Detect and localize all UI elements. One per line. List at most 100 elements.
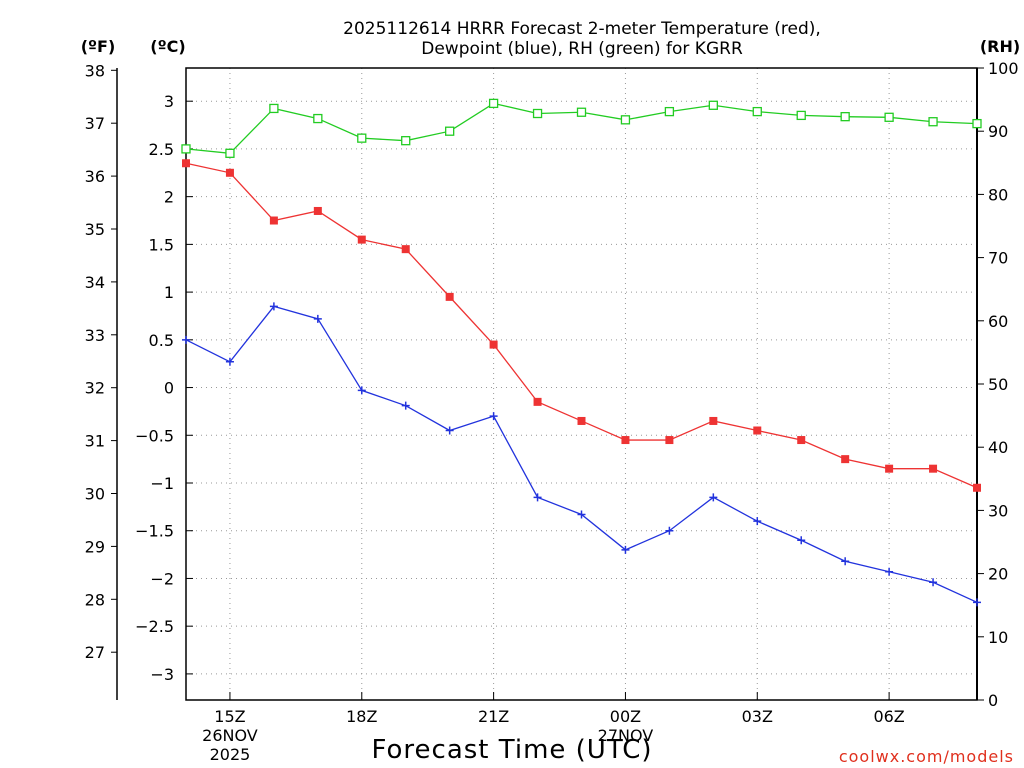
fahrenheit-tick-label: 35 bbox=[85, 220, 105, 239]
dewpoint-series bbox=[182, 302, 981, 607]
temperature-point bbox=[533, 397, 542, 406]
rh-point bbox=[928, 117, 938, 127]
time-tick-label: 21Z bbox=[478, 707, 509, 726]
year-label: 2025 bbox=[210, 745, 251, 764]
rh-tick-label: 30 bbox=[988, 501, 1008, 520]
temperature-point bbox=[709, 416, 718, 425]
temperature-point bbox=[182, 159, 190, 168]
rh-point bbox=[313, 113, 323, 124]
temperature-point bbox=[313, 206, 322, 215]
celsius-tick-label: 1.5 bbox=[149, 235, 174, 254]
x-axis-label: Forecast Time (UTC) bbox=[371, 735, 652, 765]
fahrenheit-unit-label: (ºF) bbox=[81, 37, 116, 56]
fahrenheit-tick-label: 29 bbox=[85, 537, 105, 556]
dewpoint-point bbox=[665, 526, 674, 535]
dewpoint-point bbox=[885, 567, 894, 576]
chart-title-line-2: Dewpoint (blue), RH (green) for KGRR bbox=[421, 39, 743, 59]
fahrenheit-tick-label: 38 bbox=[85, 61, 105, 80]
fahrenheit-tick-label: 36 bbox=[85, 167, 105, 186]
time-tick-label: 06Z bbox=[873, 707, 904, 726]
dewpoint-point bbox=[973, 598, 981, 607]
celsius-tick-label: −0.5 bbox=[135, 426, 174, 445]
celsius-tick-label: 2.5 bbox=[149, 140, 174, 159]
celsius-tick-label: 3 bbox=[164, 92, 174, 111]
celsius-tick-label: −3 bbox=[150, 665, 174, 684]
rh-point bbox=[357, 133, 367, 143]
rh-point bbox=[488, 98, 499, 109]
temperature-point bbox=[665, 436, 674, 445]
temperature-point bbox=[445, 292, 454, 301]
dewpoint-point bbox=[841, 557, 850, 566]
fahrenheit-tick-label: 27 bbox=[85, 643, 105, 662]
time-tick-label: 03Z bbox=[742, 707, 773, 726]
dewpoint-point bbox=[313, 314, 322, 323]
rh-tick-label: 10 bbox=[988, 628, 1008, 647]
temperature-point bbox=[797, 436, 806, 445]
rh-point bbox=[620, 115, 631, 125]
time-tick-label: 15Z bbox=[214, 707, 245, 726]
rh-tick-label: 50 bbox=[988, 375, 1008, 394]
rh-point bbox=[840, 112, 850, 122]
fahrenheit-tick-label: 37 bbox=[85, 114, 105, 133]
dewpoint-point bbox=[445, 426, 454, 435]
celsius-ticks: 3 2.5 2 1.5 1 0.5 0 −0.5 −1 −1.5 −2 −2.5 −3 bbox=[135, 92, 193, 684]
rh-tick-label: 60 bbox=[988, 312, 1008, 331]
celsius-tick-label: −1.5 bbox=[135, 522, 174, 541]
dewpoint-point bbox=[182, 335, 190, 344]
rh-tick-label: 40 bbox=[988, 438, 1008, 457]
rh-tick-label: 100 bbox=[988, 59, 1019, 78]
celsius-tick-label: 2 bbox=[164, 188, 174, 207]
rh-tick-label: 0 bbox=[988, 691, 998, 710]
rh-point bbox=[225, 148, 235, 158]
credit-text: coolwx.com/models bbox=[839, 747, 1014, 766]
rh-point bbox=[884, 112, 894, 122]
dewpoint-point bbox=[797, 536, 806, 545]
rh-tick-label: 80 bbox=[988, 185, 1008, 204]
fahrenheit-tick-label: 34 bbox=[85, 273, 105, 292]
rh-point bbox=[532, 108, 543, 119]
temperature-point bbox=[225, 168, 234, 177]
temperature-point bbox=[929, 464, 938, 473]
dewpoint-point bbox=[357, 386, 366, 395]
fahrenheit-tick-label: 32 bbox=[85, 379, 105, 398]
celsius-tick-label: −2 bbox=[150, 569, 174, 588]
celsius-tick-label: 1 bbox=[164, 283, 174, 302]
celsius-unit-label: (ºC) bbox=[150, 37, 185, 56]
time-tick-label: 18Z bbox=[346, 707, 377, 726]
rh-tick-label: 70 bbox=[988, 249, 1008, 268]
fahrenheit-tick-label: 28 bbox=[85, 590, 105, 609]
rh-tick-label: 20 bbox=[988, 565, 1008, 584]
temperature-point bbox=[269, 216, 278, 225]
chart-title-line-1: 2025112614 HRRR Forecast 2-meter Tempera… bbox=[343, 19, 821, 39]
temperature-point bbox=[841, 455, 850, 464]
fahrenheit-tick-label: 31 bbox=[85, 432, 105, 451]
dewpoint-point bbox=[709, 493, 718, 502]
temperature-point bbox=[577, 416, 586, 425]
temperature-point bbox=[621, 436, 630, 445]
rh-point bbox=[752, 106, 762, 117]
date-label: 26NOV bbox=[202, 726, 258, 745]
rh-point bbox=[576, 107, 587, 117]
temperature-point bbox=[885, 464, 894, 473]
dewpoint-point bbox=[269, 302, 278, 311]
rh-point bbox=[445, 126, 455, 136]
dewpoint-point bbox=[577, 510, 586, 519]
rh-unit-label: (RH) bbox=[980, 37, 1020, 56]
date-label: 27NOV bbox=[598, 726, 654, 745]
temperature-point bbox=[401, 245, 410, 254]
temperature-point bbox=[753, 426, 762, 435]
time-tick-label: 00Z bbox=[610, 707, 641, 726]
temperature-series bbox=[182, 159, 981, 492]
rh-point bbox=[796, 110, 806, 121]
celsius-tick-label: 0.5 bbox=[149, 331, 174, 350]
dewpoint-point bbox=[929, 578, 938, 587]
grid-lines bbox=[186, 68, 977, 700]
fahrenheit-tick-label: 33 bbox=[85, 326, 105, 345]
rh-point bbox=[181, 144, 191, 154]
temperature-point bbox=[973, 483, 981, 492]
dewpoint-point bbox=[621, 545, 630, 554]
fahrenheit-tick-label: 30 bbox=[85, 485, 105, 504]
plot-frame bbox=[185, 67, 978, 701]
